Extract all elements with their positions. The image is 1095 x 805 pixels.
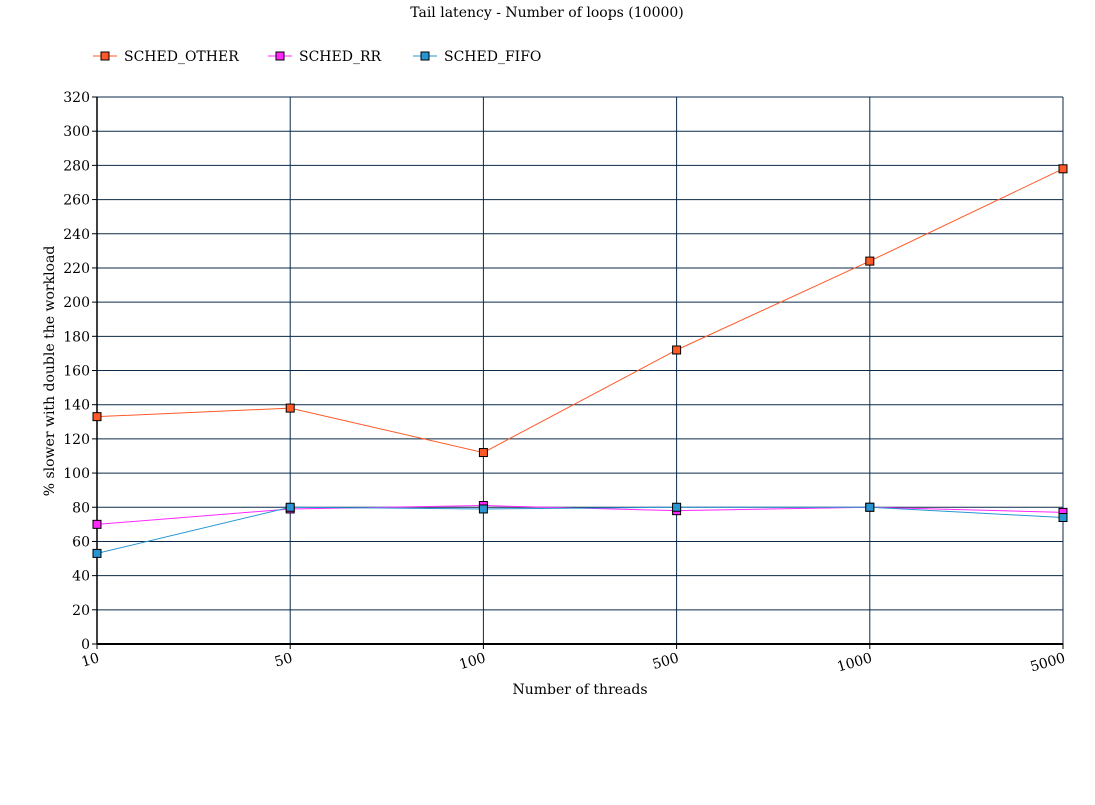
x-axis-ticks: 10 50 100 500 1000 5000 xyxy=(80,644,1068,676)
data-point-sched-other xyxy=(92,412,102,422)
data-point-sched-fifo xyxy=(478,504,488,514)
y-tick-label: 20 xyxy=(72,603,90,619)
series-line-sched-fifo xyxy=(96,506,1064,554)
series-line-sched-other xyxy=(96,168,1064,454)
legend: SCHED_OTHER SCHED_RR SCHED_FIFO xyxy=(93,49,541,65)
legend-marker xyxy=(275,51,285,61)
legend-item: SCHED_OTHER xyxy=(93,49,239,65)
x-tick-label: 5000 xyxy=(1029,650,1068,675)
legend-item: SCHED_RR xyxy=(268,49,381,65)
data-point-sched-fifo xyxy=(285,502,295,512)
y-tick-label: 220 xyxy=(63,261,90,277)
y-axis-ticks: 0 20 40 60 80 100 120 140 160 180 200 220 240 260 280 3… xyxy=(63,90,97,653)
y-tick-label: 160 xyxy=(63,364,90,380)
y-tick-label: 200 xyxy=(63,295,90,311)
data-point-sched-other xyxy=(1058,164,1068,174)
y-tick-label: 80 xyxy=(72,500,90,516)
data-point-sched-fifo xyxy=(865,502,875,512)
y-tick-label: 100 xyxy=(63,466,90,482)
data-series xyxy=(92,164,1068,558)
legend-label: SCHED_OTHER xyxy=(124,49,239,65)
legend-marker xyxy=(100,51,110,61)
y-tick-label: 260 xyxy=(63,193,90,209)
y-axis-label: % slower with double the workload xyxy=(42,246,58,497)
data-point-sched-fifo xyxy=(1058,513,1068,523)
data-point-sched-other xyxy=(865,256,875,266)
legend-item: SCHED_FIFO xyxy=(413,49,541,65)
legend-label: SCHED_RR xyxy=(299,49,381,65)
y-tick-label: 60 xyxy=(72,534,90,550)
x-tick-label: 50 xyxy=(273,650,295,670)
legend-marker xyxy=(420,51,430,61)
x-tick-label: 100 xyxy=(457,650,487,673)
grid-lines xyxy=(97,96,1064,644)
data-point-sched-other xyxy=(478,448,488,458)
y-tick-label: 180 xyxy=(63,329,90,345)
x-tick-label: 500 xyxy=(651,650,681,673)
x-axis-label: Number of threads xyxy=(512,682,647,698)
y-tick-label: 240 xyxy=(63,227,90,243)
y-tick-label: 140 xyxy=(63,398,90,414)
legend-label: SCHED_FIFO xyxy=(444,49,541,65)
data-point-sched-fifo xyxy=(672,502,682,512)
data-point-sched-fifo xyxy=(92,548,102,558)
y-tick-label: 120 xyxy=(63,432,90,448)
y-tick-label: 300 xyxy=(63,124,90,140)
data-point-sched-other xyxy=(285,403,295,413)
chart-title: Tail latency - Number of loops (10000) xyxy=(410,5,684,21)
data-point-sched-rr xyxy=(92,519,102,529)
data-point-sched-other xyxy=(672,345,682,355)
y-tick-label: 0 xyxy=(81,637,90,653)
y-tick-label: 280 xyxy=(63,158,90,174)
x-tick-label: 1000 xyxy=(835,650,874,675)
y-tick-label: 40 xyxy=(72,569,90,585)
x-tick-label: 10 xyxy=(80,650,102,670)
y-tick-label: 320 xyxy=(63,90,90,106)
